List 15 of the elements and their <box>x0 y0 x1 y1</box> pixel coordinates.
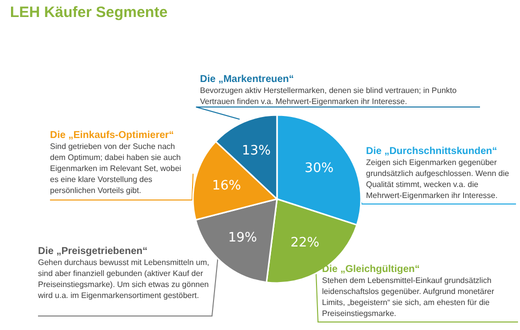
text: Gehen durchaus bewusst mit Lebensmitteln um, sind aber finanziell gebunden (aktiver Kauf der Preiseinstiegsmarke). Um sich etwas zu gönnen wird u.a. im Eigenmarkensortiment gestöbert. <box>38 257 210 301</box>
slice-label: Die „Markentreuen“ <box>200 74 295 85</box>
slice-label: Die „Durchschnittskunden“ <box>366 146 498 157</box>
data-label: 30% <box>304 160 334 176</box>
slice-label: Die „Preisgetriebenen“ <box>38 246 148 257</box>
slice-label: Die „Einkaufs-Optimierer“ <box>50 130 175 141</box>
data-label: 22% <box>290 235 320 250</box>
data-label: 19% <box>228 230 258 246</box>
text: Stehen dem Lebensmittel-Einkauf grundsätzlich leidenschaftslos gegenüber. Aufgrund monetärer Limits, „begeistern“ sie sich, am ehesten für die Preiseinstiegsmarke. <box>322 275 496 319</box>
text: Sind getrieben von der Suche nach dem Optimum; dabei haben sie auch Eigenmarken im Relevant Set, wobei es eine klare Vorstellung des persönlichen Vorteils gibt. <box>50 141 182 196</box>
text: Zeigen sich Eigenmarken gegenüber grundsätzlich aufgeschlossen. Wenn die Qualität stimmt, wecken v.a. die Mehrwert-Eigenmarken ihr Interesse. <box>366 157 510 201</box>
text: Bevorzugen aktiv Herstellermarken, denen sie blind vertrauen; in Punkto Vertrauen finden v.a. Mehrwert-Eigenmarken ihr Interesse. <box>200 85 458 107</box>
data-label: 16% <box>212 178 242 194</box>
chart-title: LEH Käufer Segmente <box>10 4 168 21</box>
data-label: 13% <box>242 144 271 159</box>
